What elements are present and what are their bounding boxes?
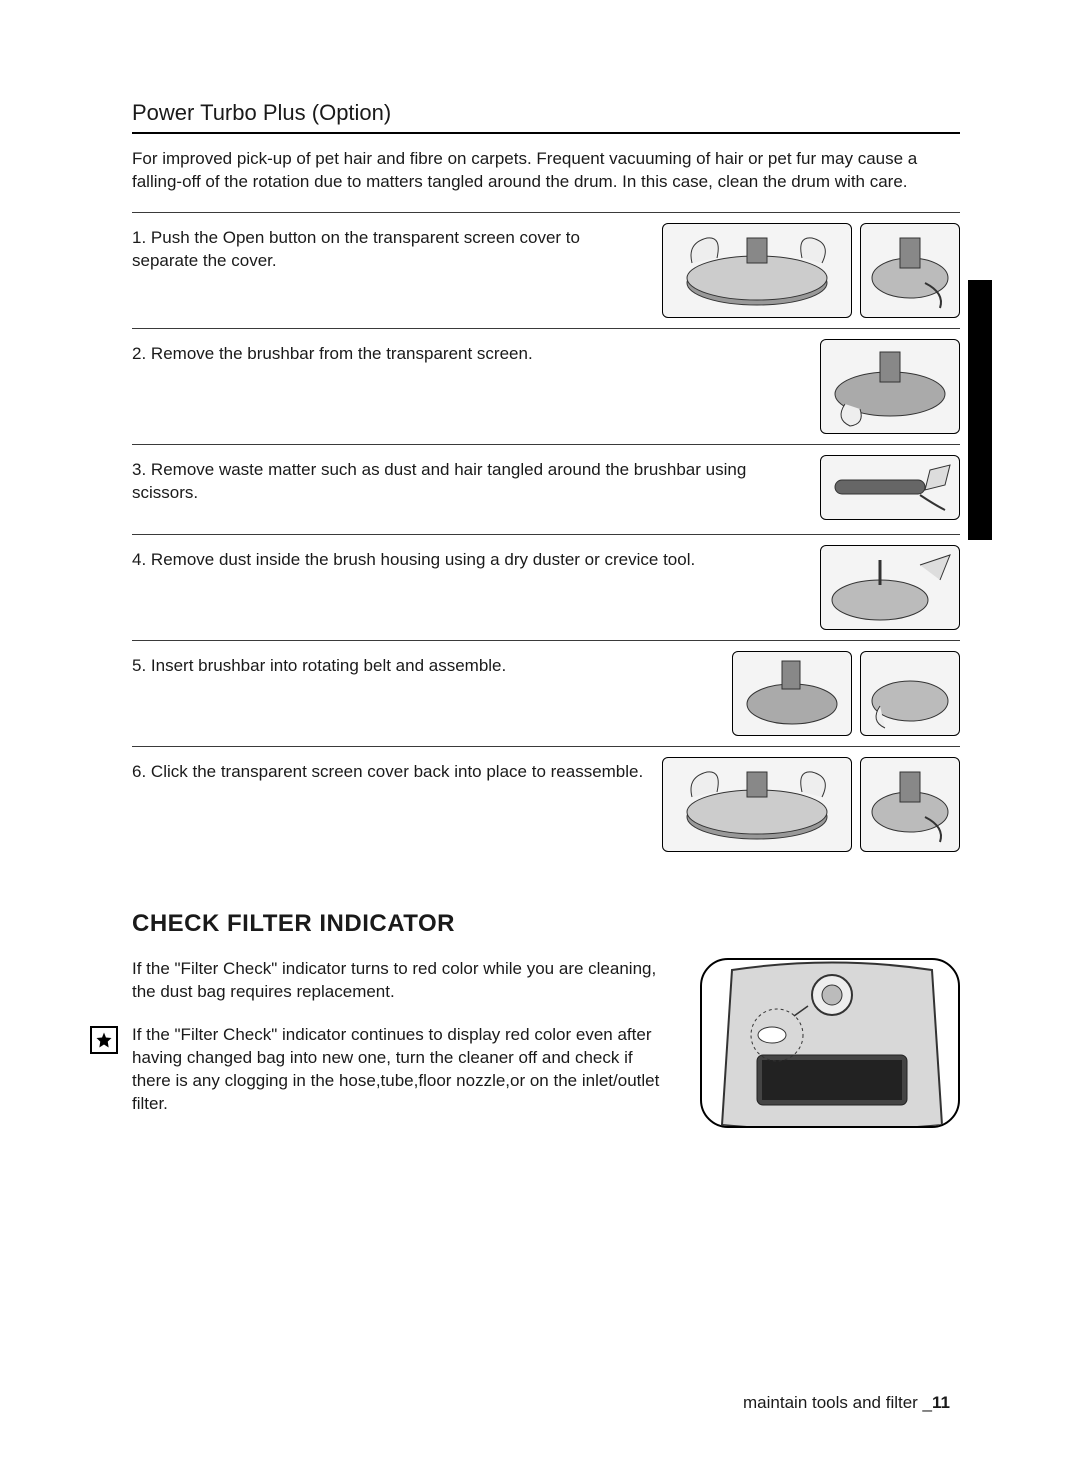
step-figures [820, 545, 960, 630]
filter-text: If the "Filter Check" indicator turns to… [132, 958, 676, 1136]
step-num: 2. [132, 344, 146, 363]
step-6: 6. Click the transparent screen cover ba… [132, 747, 960, 862]
figure [860, 651, 960, 736]
step-text: 6. Click the transparent screen cover ba… [132, 757, 648, 784]
section-intro: For improved pick-up of pet hair and fib… [132, 148, 960, 194]
step-num: 1. [132, 228, 146, 247]
steps-list: 1. Push the Open button on the transpare… [132, 212, 960, 862]
step-1: 1. Push the Open button on the transpare… [132, 213, 960, 329]
figure [860, 757, 960, 852]
step-body: Click the transparent screen cover back … [151, 762, 643, 781]
figure [662, 757, 852, 852]
filter-indicator-figure [700, 958, 960, 1128]
step-num: 5. [132, 656, 146, 675]
step-body: Remove dust inside the brush housing usi… [151, 550, 695, 569]
step-figures [820, 339, 960, 434]
note-row: If the "Filter Check" indicator continue… [90, 1024, 676, 1136]
filter-p1: If the "Filter Check" indicator turns to… [132, 958, 676, 1004]
step-5: 5. Insert brushbar into rotating belt an… [132, 641, 960, 747]
step-figures [820, 455, 960, 520]
step-figures [662, 223, 960, 318]
footer-label: maintain tools and filter _ [743, 1393, 932, 1412]
filter-heading: CHECK FILTER INDICATOR [132, 910, 960, 938]
step-2: 2. Remove the brushbar from the transpar… [132, 329, 960, 445]
section-title: Power Turbo Plus (Option) [132, 100, 960, 134]
step-body: Insert brushbar into rotating belt and a… [151, 656, 506, 675]
step-num: 3. [132, 460, 146, 479]
figure [820, 339, 960, 434]
step-3: 3. Remove waste matter such as dust and … [132, 445, 960, 535]
manual-page: 03 MAINTAIN TOOLS AND FILTER Power Turbo… [0, 0, 1080, 1473]
step-text: 5. Insert brushbar into rotating belt an… [132, 651, 718, 678]
step-4: 4. Remove dust inside the brush housing … [132, 535, 960, 641]
figure [820, 545, 960, 630]
side-tab-label: 03 MAINTAIN TOOLS AND FILTER [972, 280, 988, 532]
figure [820, 455, 960, 520]
step-figures [662, 757, 960, 852]
step-text: 1. Push the Open button on the transpare… [132, 223, 648, 273]
step-text: 2. Remove the brushbar from the transpar… [132, 339, 806, 366]
figure [732, 651, 852, 736]
step-text: 4. Remove dust inside the brush housing … [132, 545, 806, 572]
step-body: Remove waste matter such as dust and hai… [132, 460, 746, 502]
page-footer: maintain tools and filter _11 [743, 1393, 950, 1413]
step-body: Remove the brushbar from the transparent… [151, 344, 533, 363]
star-note-icon [90, 1026, 118, 1054]
filter-block: If the "Filter Check" indicator turns to… [132, 958, 960, 1136]
page-number: 11 [932, 1393, 950, 1412]
figure [860, 223, 960, 318]
step-num: 4. [132, 550, 146, 569]
step-text: 3. Remove waste matter such as dust and … [132, 455, 806, 505]
step-figures [732, 651, 960, 736]
step-num: 6. [132, 762, 146, 781]
filter-p2: If the "Filter Check" indicator continue… [132, 1024, 676, 1116]
figure [662, 223, 852, 318]
step-body: Push the Open button on the transparent … [132, 228, 580, 270]
